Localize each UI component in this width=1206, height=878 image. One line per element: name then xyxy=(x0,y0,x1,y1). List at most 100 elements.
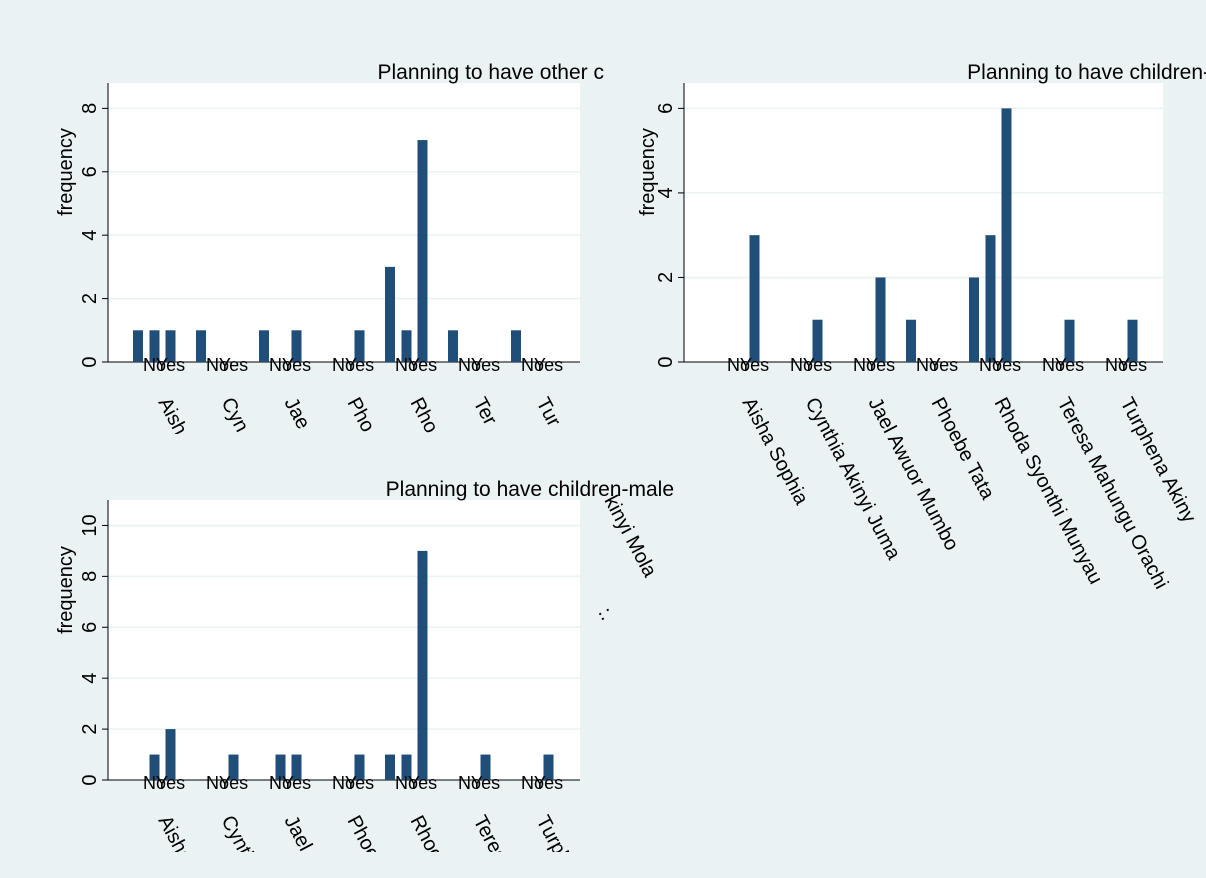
y-tick-label: 4 xyxy=(79,673,101,684)
x-response-label: No xyxy=(790,355,813,375)
bar xyxy=(354,330,365,362)
x-response-label: Yes xyxy=(929,355,958,375)
bar xyxy=(275,754,286,780)
bar xyxy=(401,330,412,362)
x-response-label: Yes xyxy=(740,355,769,375)
x-response-label: Yes xyxy=(534,773,563,793)
plot-area xyxy=(108,83,580,362)
bar xyxy=(133,330,143,362)
y-tick-label: 2 xyxy=(655,272,677,283)
x-response-label: No xyxy=(853,355,876,375)
x-response-label: Yes xyxy=(1118,355,1147,375)
x-response-label: Yes xyxy=(219,773,248,793)
y-tick-label: 6 xyxy=(79,166,101,177)
bar xyxy=(969,277,979,362)
x-response-label: No xyxy=(979,355,1002,375)
x-response-label: Yes xyxy=(345,773,374,793)
x-category-label: Rhoda Syonthi Munyau xyxy=(990,394,1107,588)
x-response-label: Yes xyxy=(992,355,1021,375)
x-category-label: Turph xyxy=(532,812,576,868)
x-response-label: Yes xyxy=(408,773,437,793)
y-tick-label: 6 xyxy=(79,622,101,633)
x-category-label: Pho xyxy=(343,394,379,436)
x-response-label: No xyxy=(332,355,355,375)
x-response-label: No xyxy=(1105,355,1128,375)
x-category-label: Jae xyxy=(280,394,315,433)
x-response-label: Yes xyxy=(534,355,563,375)
bar xyxy=(417,550,428,780)
bar xyxy=(1064,319,1075,362)
bar xyxy=(448,330,458,362)
x-category-label: Aisha xyxy=(154,812,197,867)
x-response-label: Yes xyxy=(345,355,374,375)
x-response-label: No xyxy=(521,773,544,793)
x-response-label: Yes xyxy=(471,355,500,375)
x-category-label: Phoebe Tata xyxy=(927,394,999,504)
plot-area xyxy=(684,83,1163,362)
y-tick-label: 6 xyxy=(655,103,677,114)
bar xyxy=(749,235,760,362)
bar xyxy=(511,330,521,362)
plot-area xyxy=(108,500,580,780)
bar xyxy=(385,754,395,780)
y-axis-title: frequency xyxy=(637,128,659,216)
bar xyxy=(1001,108,1012,362)
x-response-label: Yes xyxy=(866,355,895,375)
x-response-label: No xyxy=(395,355,418,375)
x-response-label: No xyxy=(143,773,166,793)
x-response-label: No xyxy=(727,355,750,375)
x-response-label: Yes xyxy=(282,355,311,375)
x-response-label: No xyxy=(395,773,418,793)
bar xyxy=(291,754,302,780)
bar xyxy=(985,235,996,362)
x-category-label: Teresa xyxy=(469,812,517,876)
bar xyxy=(812,319,823,362)
x-category-label: Tur xyxy=(532,394,565,430)
y-tick-label: 8 xyxy=(79,103,101,114)
x-response-label: No xyxy=(1042,355,1065,375)
y-tick-label: 4 xyxy=(655,187,677,198)
bar xyxy=(196,330,206,362)
x-category-label: Rhoda xyxy=(406,812,454,875)
x-response-label: No xyxy=(521,355,544,375)
x-response-label: No xyxy=(269,355,292,375)
x-response-label: No xyxy=(206,355,229,375)
bar xyxy=(165,729,176,780)
x-response-label: Yes xyxy=(156,773,185,793)
bar xyxy=(417,140,428,362)
y-axis-title: frequency xyxy=(55,546,77,634)
x-category-label: Cyn xyxy=(217,394,253,436)
bar xyxy=(906,319,916,362)
x-category-label: Aish xyxy=(154,394,192,439)
bar xyxy=(291,330,302,362)
x-response-label: No xyxy=(269,773,292,793)
x-response-label: Yes xyxy=(219,355,248,375)
y-tick-label: 2 xyxy=(79,724,101,735)
bar xyxy=(354,754,365,780)
x-category-label: Phoeb xyxy=(343,812,390,873)
x-response-label: Yes xyxy=(408,355,437,375)
x-response-label: Yes xyxy=(282,773,311,793)
bar xyxy=(165,330,176,362)
bar xyxy=(228,754,239,780)
x-category-label: Rho xyxy=(406,394,443,437)
y-tick-label: 0 xyxy=(79,356,101,367)
chart-panel: 0 2 4 6 frequency Planning to have children- N… xyxy=(637,61,1206,593)
bar xyxy=(385,266,395,362)
y-tick-label: 4 xyxy=(79,230,101,241)
y-tick-label: 10 xyxy=(79,514,101,536)
bar xyxy=(543,754,554,780)
x-response-label: Yes xyxy=(1055,355,1084,375)
x-category-label: Jael A xyxy=(280,812,325,871)
bar xyxy=(480,754,491,780)
bar xyxy=(1127,319,1138,362)
x-category-label: Aisha Sophia xyxy=(738,394,813,509)
x-response-label: Yes xyxy=(156,355,185,375)
bar xyxy=(149,754,160,780)
bar xyxy=(401,754,412,780)
x-response-label: No xyxy=(916,355,939,375)
x-response-label: No xyxy=(458,355,481,375)
bar xyxy=(259,330,269,362)
